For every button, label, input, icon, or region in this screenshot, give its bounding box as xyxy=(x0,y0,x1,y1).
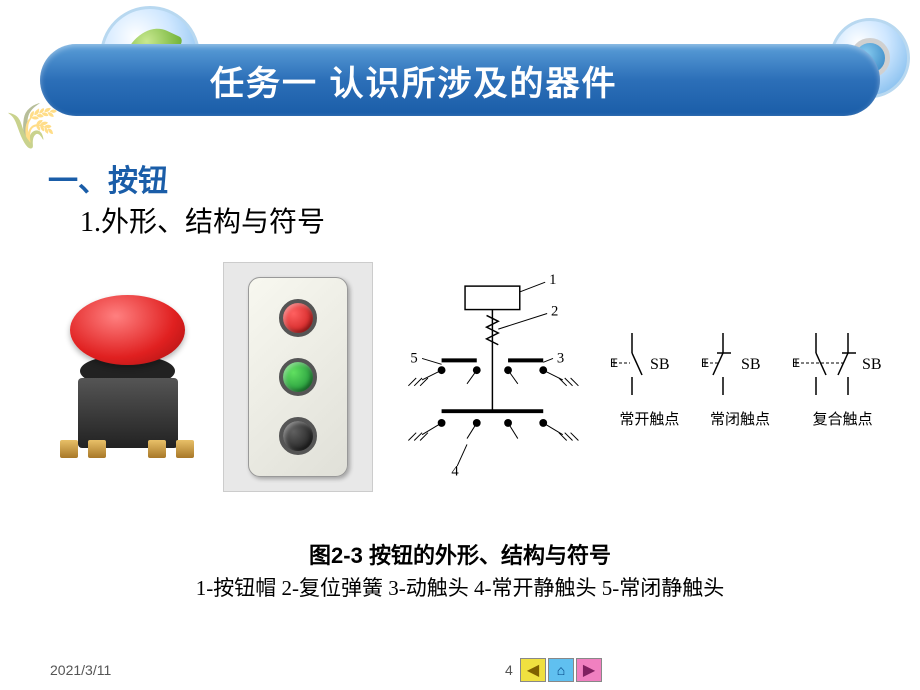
pushbutton-black xyxy=(279,417,317,455)
plant-icon: 🌾 xyxy=(5,100,60,152)
footer-date: 2021/3/11 xyxy=(50,662,111,678)
struct-label-3: 3 xyxy=(557,350,564,366)
emergency-stop-photo xyxy=(40,290,215,485)
nav-prev-button[interactable]: ◀ xyxy=(520,658,546,682)
struct-label-1: 1 xyxy=(549,272,556,288)
estop-terminal xyxy=(88,440,106,458)
figure-legend: 1-按钮帽 2-复位弹簧 3-动触头 4-常开静触头 5-常闭静触头 xyxy=(0,572,920,602)
pushbutton-green xyxy=(279,358,317,396)
nav-buttons: ◀ ⌂ ▶ xyxy=(520,658,602,682)
svg-text:SB: SB xyxy=(741,356,761,373)
estop-terminal xyxy=(148,440,166,458)
section-subheading: 1.外形、结构与符号 xyxy=(80,200,325,240)
nav-home-button[interactable]: ⌂ xyxy=(548,658,574,682)
button-box xyxy=(248,277,348,477)
slide-title: 任务一 认识所涉及的器件 xyxy=(210,56,617,105)
symbol-normally-closed: E SB 常闭触点 xyxy=(701,325,779,429)
figure-row: 1 2 3 4 5 E SB 常开触点 xyxy=(40,262,900,492)
symbol-diagrams: E SB 常开触点 E SB 常闭触点 xyxy=(604,297,900,457)
symbol-compound: E SB 复合触点 xyxy=(792,325,894,429)
page-number: 4 xyxy=(505,662,513,678)
figure-caption: 图2-3 按钮的外形、结构与符号 xyxy=(0,538,920,570)
nav-next-button[interactable]: ▶ xyxy=(576,658,602,682)
struct-label-4: 4 xyxy=(451,464,459,480)
section-heading: 一、按钮 xyxy=(48,156,168,200)
symbol-compound-label: 复合触点 xyxy=(792,408,894,429)
svg-text:SB: SB xyxy=(650,356,670,373)
symbol-no-label: 常开触点 xyxy=(610,408,688,429)
estop-terminal xyxy=(176,440,194,458)
symbol-nc-label: 常闭触点 xyxy=(701,408,779,429)
estop-terminal xyxy=(60,440,78,458)
slide-header: 任务一 认识所涉及的器件 xyxy=(40,44,880,116)
estop-base xyxy=(78,378,178,448)
button-box-photo xyxy=(223,262,373,492)
struct-label-5: 5 xyxy=(410,350,417,366)
pushbutton-red xyxy=(279,299,317,337)
svg-text:SB: SB xyxy=(862,356,882,373)
structure-diagram: 1 2 3 4 5 xyxy=(381,272,596,482)
symbol-normally-open: E SB 常开触点 xyxy=(610,325,688,429)
struct-label-2: 2 xyxy=(551,303,558,319)
estop-cap xyxy=(70,295,185,365)
